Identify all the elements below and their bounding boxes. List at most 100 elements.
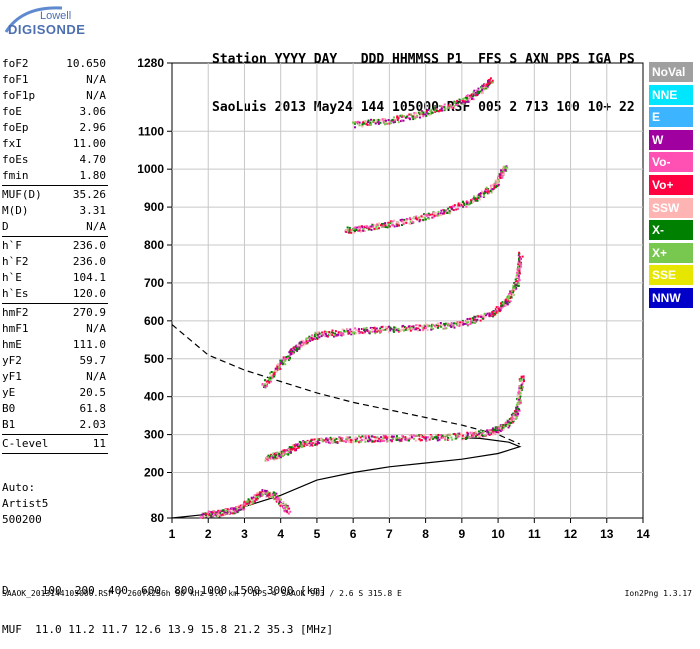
echo-point — [343, 329, 346, 332]
param-value: 120.0 — [72, 287, 106, 300]
echo-point — [364, 440, 367, 443]
echo-point — [305, 338, 308, 341]
echo-point — [359, 440, 362, 443]
echo-point — [437, 110, 440, 113]
echo-point — [447, 433, 450, 436]
param-value: 61.8 — [79, 402, 107, 415]
echo-point — [517, 263, 520, 266]
echo-point — [465, 319, 468, 322]
echo-point — [476, 93, 479, 96]
echo-point — [287, 512, 290, 515]
y-tick-label: 1100 — [138, 124, 164, 138]
echo-point — [518, 385, 521, 388]
echo-point — [310, 441, 313, 444]
echo-point — [350, 330, 353, 333]
echo-point — [205, 514, 207, 516]
echo-point — [466, 97, 468, 100]
echo-point — [501, 301, 504, 304]
echo-point — [518, 255, 521, 258]
echo-point — [454, 433, 457, 436]
echo-point — [339, 331, 342, 333]
echo-point — [354, 126, 356, 129]
echo-point — [402, 324, 405, 327]
echo-point — [479, 194, 482, 197]
echo-point — [518, 252, 521, 255]
echo-point — [444, 327, 447, 330]
echo-point — [297, 446, 300, 449]
echo-point — [337, 333, 340, 336]
echo-point — [497, 306, 499, 309]
echo-point — [521, 385, 524, 388]
echo-point — [356, 229, 359, 232]
echo-point — [243, 501, 245, 504]
echo-point — [519, 399, 522, 402]
echo-point — [426, 329, 429, 332]
echo-point — [474, 432, 477, 435]
echo-point — [324, 335, 327, 338]
x-tick-label: 1 — [169, 527, 176, 541]
param-name: yF2 — [2, 354, 22, 367]
echo-point — [496, 182, 499, 185]
echo-point — [402, 328, 405, 331]
param-row-b1: B1 2.03 — [2, 417, 106, 433]
echo-point — [373, 227, 376, 230]
echo-point — [490, 186, 493, 189]
legend-item-vo: Vo- — [649, 152, 693, 173]
echo-point — [334, 332, 336, 335]
echo-point — [350, 441, 353, 444]
echo-point — [362, 121, 364, 124]
echo-point — [463, 97, 466, 100]
echo-point — [353, 122, 356, 125]
echo-point — [331, 441, 334, 444]
echo-point — [287, 357, 290, 360]
echo-point — [483, 192, 486, 195]
echo-point — [369, 330, 372, 333]
echo-point — [305, 441, 308, 444]
echo-point — [288, 446, 291, 449]
param-separator — [2, 236, 108, 237]
echo-point — [277, 495, 280, 498]
echo-point — [392, 435, 395, 438]
echo-point — [435, 434, 437, 437]
echo-point — [389, 222, 392, 225]
echo-point — [407, 439, 410, 442]
echo-trace-f2-2-hop — [261, 251, 524, 389]
echo-point — [387, 221, 390, 224]
echo-point — [474, 94, 477, 97]
echo-point — [274, 369, 277, 372]
echo-point — [294, 443, 297, 446]
echo-point — [487, 80, 490, 82]
echo-point — [295, 349, 298, 352]
echo-point — [389, 122, 392, 125]
echo-point — [505, 301, 508, 304]
echo-point — [366, 225, 368, 228]
echo-point — [278, 452, 281, 455]
echo-point — [435, 107, 438, 110]
param-name: hmF1 — [2, 322, 29, 335]
echo-point — [503, 299, 506, 302]
echo-point — [282, 453, 285, 456]
echo-point — [478, 432, 481, 435]
echo-point — [263, 386, 265, 388]
echo-point — [301, 443, 304, 446]
echo-point — [316, 440, 319, 443]
y-tick-label: 1280 — [137, 56, 164, 70]
echo-point — [508, 421, 511, 424]
echo-point — [469, 323, 472, 325]
echo-point — [425, 439, 428, 442]
echo-point — [467, 321, 470, 324]
param-value: 270.9 — [72, 306, 106, 319]
echo-point — [377, 121, 380, 124]
echo-point — [393, 326, 396, 329]
param-name: D — [2, 220, 9, 233]
x-tick-label: 9 — [459, 527, 466, 541]
x-tick-label: 2 — [205, 527, 212, 541]
echo-point — [463, 203, 466, 206]
echo-point — [514, 413, 517, 416]
param-value: 3.31 — [79, 204, 107, 217]
echo-point — [279, 451, 282, 454]
echo-point — [442, 327, 445, 330]
echo-point — [414, 435, 417, 438]
echo-point — [441, 109, 444, 112]
echo-point — [269, 378, 272, 381]
